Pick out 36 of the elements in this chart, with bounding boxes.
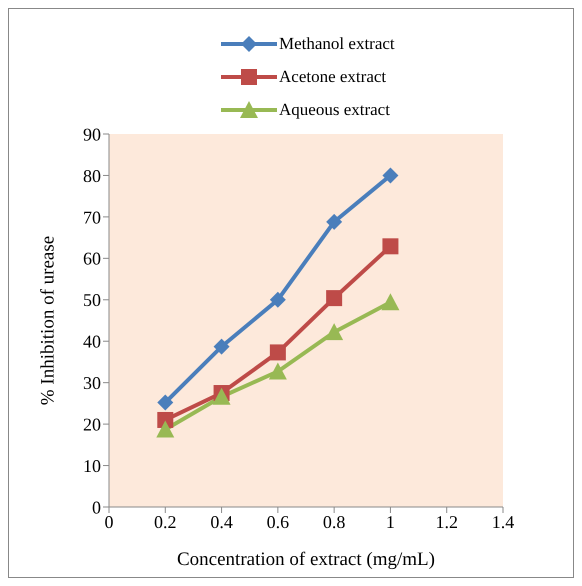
x-tick-label: 0 [104,512,114,532]
y-tick-label: 10 [83,456,101,476]
x-tick-label: 0.6 [266,512,290,532]
x-tick-label: 1.4 [492,512,514,532]
point [326,290,342,306]
point [325,323,344,340]
x-tick-label: 0.4 [210,512,233,532]
point [270,344,286,360]
x-tick-label: 1.2 [435,512,458,532]
point [381,293,400,310]
point [268,362,287,380]
point [156,420,174,438]
y-tick-label: 0 [92,497,101,518]
x-tick-label: 0.2 [154,512,177,532]
y-tick-label: 20 [83,414,101,434]
x-tick-label: 1 [386,512,395,532]
point [157,394,174,411]
point [326,214,342,230]
y-tick-label: 30 [83,373,101,394]
y-tick-label: 80 [83,166,101,186]
y-tick-label: 60 [83,248,101,269]
y-tick-label: 70 [83,207,101,228]
legend-label: Methanol extract [279,34,395,54]
legend-label: Aqueous extract [279,100,390,120]
y-axis-title: % Inhibition of urease [38,236,59,406]
point [270,292,286,308]
point [382,238,398,254]
legend-label: Acetone extract [279,66,386,86]
x-axis-title: Concentration of extract (mg/mL) [177,549,435,570]
point [212,388,231,405]
y-tick-label: 90 [83,124,101,144]
point [382,167,398,184]
point [214,338,230,355]
y-tick-label: 50 [83,290,101,310]
x-tick-label: 0.8 [322,512,346,532]
y-tick-label: 40 [83,332,101,352]
